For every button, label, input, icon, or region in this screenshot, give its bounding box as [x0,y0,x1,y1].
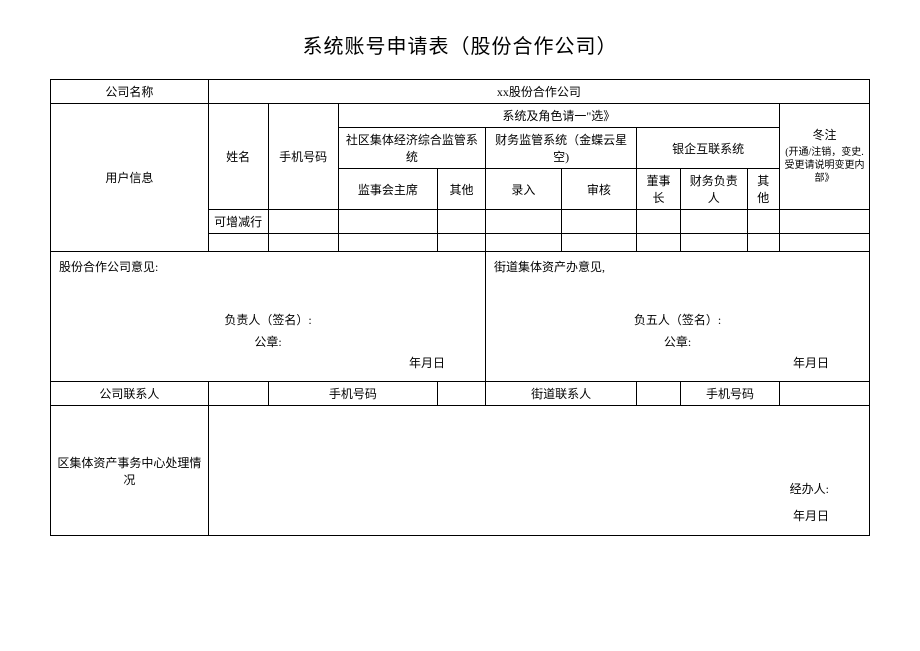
remark-header-cell: 冬注 (开通/注销，变史.受更请说明变更内部》 [780,104,870,210]
role5: 董事长 [637,169,681,210]
page-title: 系统账号申请表（股份合作公司） [50,30,870,59]
empty-cell [338,234,437,252]
street-contact-value [637,382,681,406]
empty-cell [437,234,485,252]
company-contact-label: 公司联系人 [51,382,209,406]
empty-cell [780,234,870,252]
street-contact-label: 街道联系人 [486,382,637,406]
empty-cell [561,234,637,252]
handler-label: 经办人: [790,476,829,502]
empty-cell [437,210,485,234]
remark-sub: (开通/注销，变史.受更请说明变更内部》 [784,146,865,185]
street-contact-phone [780,382,870,406]
empty-cell [680,234,747,252]
company-opinion-label: 股份合作公司意见: [59,258,477,275]
processing-date: 年月日 [790,503,829,529]
system1: 社区集体经济综合监管系统 [338,128,485,169]
application-form-table: 公司名称 xx股份合作公司 用户信息 姓名 手机号码 系统及角色请一"选》 冬注… [50,79,870,536]
empty-cell [208,234,268,252]
empty-cell [486,210,562,234]
processing-label: 区集体资产事务中心处理情况 [51,406,209,536]
empty-cell [561,210,637,234]
company-contact-value [208,382,268,406]
system2: 财务监管系统（金蝶云星空) [486,128,637,169]
company-contact-phone [437,382,485,406]
empty-cell [268,234,338,252]
company-opinion-content: 负责人（签名）: 公章: 年月日 [51,310,485,375]
street-opinion-cell: 街道集体资产办意见, 负五人（签名）: 公章: 年月日 [486,252,870,382]
date-label: 年月日 [51,353,485,375]
date-label2: 年月日 [486,353,869,375]
responsible-sign: 负责人（签名）: [51,310,485,332]
street-opinion-label: 街道集体资产办意见, [494,258,861,275]
empty-cell [747,234,779,252]
role3: 录入 [486,169,562,210]
processing-content: 经办人: 年月日 [790,476,829,529]
role6: 财务负责人 [680,169,747,210]
processing-cell: 经办人: 年月日 [208,406,869,536]
seal-label2: 公章: [486,332,869,354]
empty-cell [637,234,681,252]
role2: 其他 [437,169,485,210]
company-name-label: 公司名称 [51,80,209,104]
company-name-value: xx股份合作公司 [208,80,869,104]
role7: 其他 [747,169,779,210]
empty-cell [747,210,779,234]
empty-cell [486,234,562,252]
name-label: 姓名 [208,104,268,210]
street-opinion-content: 负五人（签名）: 公章: 年月日 [486,310,869,375]
empty-cell [780,210,870,234]
system3: 银企互联系统 [637,128,780,169]
company-opinion-cell: 股份合作公司意见: 负责人（签名）: 公章: 年月日 [51,252,486,382]
empty-cell [338,210,437,234]
street-contact-phone-label: 手机号码 [680,382,779,406]
empty-cell [268,210,338,234]
user-info-label: 用户信息 [51,104,209,252]
responsible-sign2: 负五人（签名）: [486,310,869,332]
system-role-header: 系统及角色请一"选》 [338,104,779,128]
seal-label: 公章: [51,332,485,354]
contact-phone-label: 手机号码 [268,382,437,406]
addable-row-label: 可增减行 [208,210,268,234]
phone-label: 手机号码 [268,104,338,210]
remark-header: 冬注 [784,128,865,144]
role4: 审核 [561,169,637,210]
empty-cell [680,210,747,234]
role1: 监事会主席 [338,169,437,210]
empty-cell [637,210,681,234]
